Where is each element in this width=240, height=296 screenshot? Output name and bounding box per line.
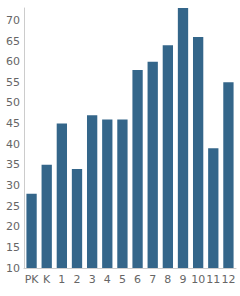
svg-text:4: 4 bbox=[104, 273, 111, 286]
svg-text:8: 8 bbox=[164, 273, 171, 286]
svg-text:30: 30 bbox=[6, 179, 20, 192]
svg-text:25: 25 bbox=[6, 200, 20, 213]
svg-text:6: 6 bbox=[134, 273, 141, 286]
svg-text:70: 70 bbox=[6, 14, 20, 27]
svg-text:40: 40 bbox=[6, 138, 20, 151]
svg-text:3: 3 bbox=[89, 273, 96, 286]
svg-text:5: 5 bbox=[119, 273, 126, 286]
svg-text:15: 15 bbox=[6, 241, 20, 254]
svg-text:20: 20 bbox=[6, 220, 20, 233]
svg-text:1: 1 bbox=[58, 273, 65, 286]
svg-text:9: 9 bbox=[180, 273, 187, 286]
svg-text:45: 45 bbox=[6, 117, 20, 130]
svg-text:12: 12 bbox=[221, 273, 235, 286]
svg-text:55: 55 bbox=[6, 76, 20, 89]
svg-text:7: 7 bbox=[149, 273, 156, 286]
svg-text:60: 60 bbox=[6, 55, 20, 68]
svg-text:11: 11 bbox=[206, 273, 220, 286]
svg-text:65: 65 bbox=[6, 35, 20, 48]
svg-text:10: 10 bbox=[191, 273, 205, 286]
svg-text:50: 50 bbox=[6, 96, 20, 109]
svg-text:10: 10 bbox=[6, 262, 20, 275]
svg-text:K: K bbox=[43, 273, 51, 286]
svg-text:35: 35 bbox=[6, 158, 20, 171]
svg-text:2: 2 bbox=[74, 273, 81, 286]
svg-text:PK: PK bbox=[25, 273, 40, 286]
